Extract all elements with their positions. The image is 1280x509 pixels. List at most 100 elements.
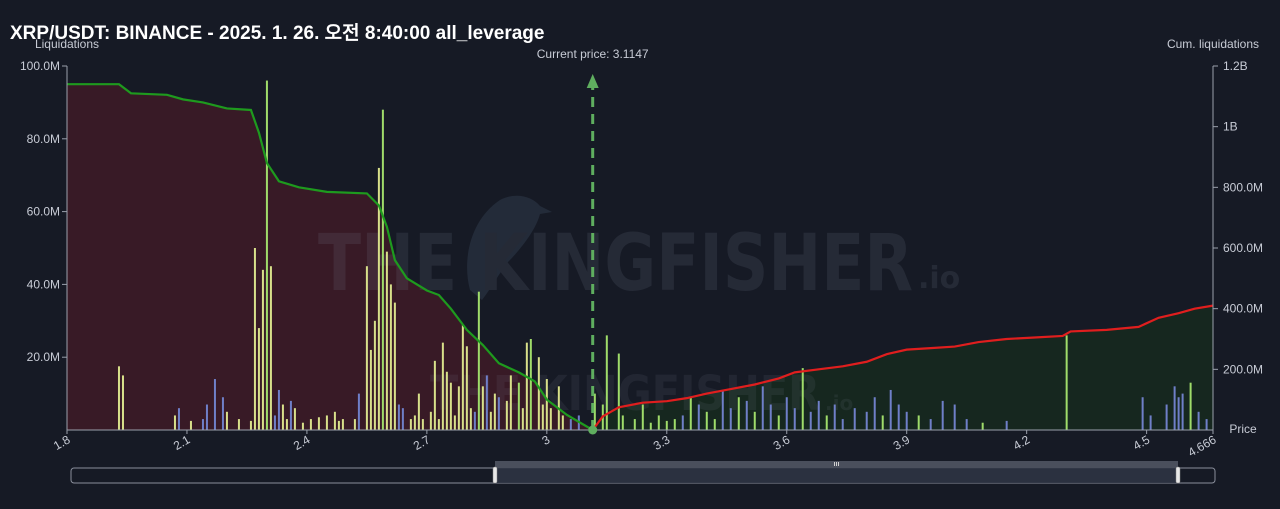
- liquidation-bar: [385, 251, 388, 430]
- liquidation-bar: [441, 342, 444, 430]
- x-tick-label: 3.3: [651, 432, 673, 453]
- liquidation-bar: [289, 400, 292, 430]
- liquidation-bar: [505, 400, 508, 430]
- liquidation-bar: [1197, 411, 1200, 430]
- liquidation-bar: [465, 346, 468, 430]
- liquidation-bar: [285, 419, 288, 430]
- liquidation-bar: [953, 404, 956, 430]
- liquidation-bar: [721, 389, 724, 430]
- liquidation-bar: [705, 411, 708, 430]
- x-tick-label: 4.5: [1131, 432, 1153, 453]
- liquidation-bar: [213, 379, 216, 430]
- liquidation-bar: [1205, 419, 1208, 430]
- liquidation-bar: [777, 415, 780, 430]
- y-tick-label: 80.0M: [27, 132, 60, 146]
- liquidation-bar: [221, 397, 224, 430]
- liquidation-bar: [545, 379, 548, 430]
- liquidation-bar: [121, 375, 124, 430]
- liquidation-bar: [761, 386, 764, 430]
- liquidation-bar: [449, 382, 452, 430]
- liquidation-bar: [541, 404, 544, 430]
- liquidation-bar: [337, 420, 340, 430]
- y2-tick-label: 400.0M: [1223, 302, 1263, 316]
- range-slider[interactable]: [70, 461, 1216, 484]
- liquidation-bar: [889, 389, 892, 430]
- watermark-brand: THE KINGFISHER: [318, 219, 913, 309]
- range-slider-selection[interactable]: [495, 468, 1178, 483]
- liquidation-bar: [257, 328, 260, 430]
- liquidation-bar: [825, 415, 828, 430]
- liquidation-bar: [301, 422, 304, 430]
- liquidation-bar: [249, 420, 252, 430]
- liquidation-bar: [341, 419, 344, 430]
- liquidation-bar: [437, 419, 440, 430]
- liquidation-bar: [657, 415, 660, 430]
- liquidation-bar: [485, 375, 488, 430]
- y2-tick-label: 1.2B: [1223, 59, 1248, 73]
- x-axis-title: Price: [1229, 422, 1257, 436]
- liquidation-bar: [445, 371, 448, 430]
- liquidation-bar: [473, 411, 476, 430]
- liquidation-bar: [853, 408, 856, 430]
- liquidation-bar: [357, 393, 360, 430]
- liquidation-bar: [413, 415, 416, 430]
- liquidation-bar: [373, 320, 376, 430]
- x-tick-label: 4.666: [1185, 432, 1218, 459]
- liquidation-bar: [1141, 397, 1144, 430]
- kingfisher-bird-logo: [467, 195, 552, 300]
- liquidation-bar: [817, 400, 820, 430]
- liquidation-bars: [117, 80, 1208, 431]
- liquidation-bar: [481, 386, 484, 430]
- liquidation-bar: [617, 353, 620, 430]
- liquidation-bar: [537, 357, 540, 430]
- liquidation-bar: [261, 269, 264, 430]
- cumulative-lines: [67, 83, 1214, 431]
- range-slider-grip-icon[interactable]: [834, 462, 839, 466]
- liquidation-bar: [521, 408, 524, 430]
- x-tick-label: 2.1: [171, 432, 193, 453]
- y-tick-label: 60.0M: [27, 205, 60, 219]
- range-slider-left-handle[interactable]: [492, 466, 498, 484]
- long-cumulative-line: [67, 83, 594, 431]
- x-tick-label: 3: [540, 432, 553, 448]
- liquidation-bar: [277, 389, 280, 430]
- y-tick-label: 20.0M: [27, 350, 60, 364]
- liquidation-bar: [309, 419, 312, 430]
- y2-tick-label: 800.0M: [1223, 180, 1263, 194]
- liquidation-bar: [809, 411, 812, 430]
- liquidation-bar: [493, 393, 496, 430]
- liquidation-bar: [433, 360, 436, 430]
- liquidation-bar: [189, 420, 192, 430]
- liquidation-bar: [633, 419, 636, 430]
- liquidation-bar: [429, 411, 432, 430]
- liquidation-bar: [841, 419, 844, 430]
- liquidation-bar: [929, 419, 932, 430]
- liquidation-bar: [469, 408, 472, 430]
- x-tick-label: 1.8: [51, 432, 73, 453]
- liquidation-bar: [317, 417, 320, 430]
- liquidation-bar: [477, 291, 480, 430]
- liquidation-bar: [421, 419, 424, 430]
- liquidation-bar: [293, 408, 296, 430]
- liquidation-bar: [281, 404, 284, 430]
- current-price-label: Current price: 3.1147: [537, 47, 649, 61]
- y-tick-label: 40.0M: [27, 277, 60, 291]
- x-tick-label: 4.2: [1011, 432, 1033, 453]
- liquidation-bar: [833, 404, 836, 430]
- liquidation-bar: [621, 415, 624, 430]
- liquidation-bar: [333, 411, 336, 430]
- liquidation-bar: [785, 397, 788, 430]
- range-slider-right-handle[interactable]: [1175, 466, 1181, 484]
- liquidation-bar: [917, 415, 920, 430]
- liquidation-bar: [769, 404, 772, 430]
- liquidation-bar: [117, 366, 120, 430]
- liquidation-bar: [509, 375, 512, 430]
- liquidation-bar: [457, 386, 460, 430]
- liquidation-bar: [981, 422, 984, 430]
- y2-tick-label: 600.0M: [1223, 241, 1263, 255]
- liquidation-bar: [941, 400, 944, 430]
- watermark-brand-small: THE KINGFISHER: [430, 366, 820, 422]
- liquidation-bar: [1165, 404, 1168, 430]
- liquidation-bar: [177, 408, 180, 430]
